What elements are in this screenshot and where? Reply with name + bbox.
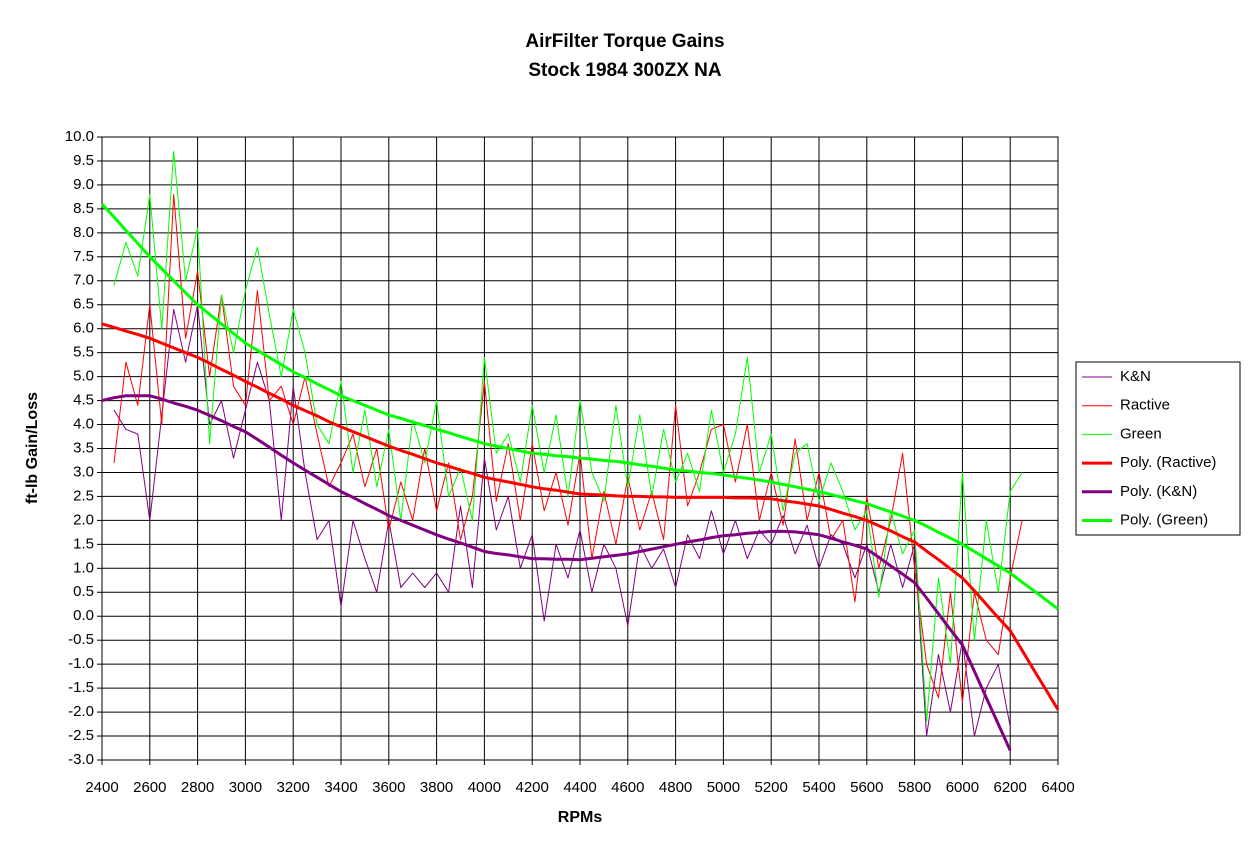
y-tick-label: 8.0 xyxy=(73,224,94,241)
x-tick-label: 5600 xyxy=(850,779,883,796)
y-tick-label: -1.0 xyxy=(68,655,94,672)
series-line xyxy=(101,322,1060,711)
x-tick-label: 2800 xyxy=(181,779,214,796)
x-tick-label: 4800 xyxy=(659,779,692,796)
y-tick-label: -0.5 xyxy=(68,631,94,648)
x-tick-label: 4200 xyxy=(516,779,549,796)
x-tick-label: 6000 xyxy=(946,779,979,796)
legend-label: Poly. (K&N) xyxy=(1120,483,1197,500)
series-line xyxy=(100,203,1059,611)
y-tick-label: 7.5 xyxy=(73,248,94,265)
x-axis-label: RPMs xyxy=(558,809,603,826)
y-tick-label: 1.5 xyxy=(73,535,94,552)
x-tick-label: 5000 xyxy=(707,779,740,796)
y-tick-label: 6.5 xyxy=(73,296,94,313)
x-tick-label: 6400 xyxy=(1041,779,1074,796)
y-tick-label: -2.0 xyxy=(68,703,94,720)
series-line xyxy=(113,194,1023,703)
x-tick-label: 6200 xyxy=(994,779,1027,796)
legend-label: Poly. (Green) xyxy=(1120,511,1208,528)
chart-title: AirFilter Torque Gains xyxy=(525,31,724,52)
y-tick-label: -3.0 xyxy=(68,751,94,768)
y-tick-label: -2.5 xyxy=(68,727,94,744)
x-tick-label: 3800 xyxy=(420,779,453,796)
series-line xyxy=(113,150,1023,723)
x-tick-label: 3600 xyxy=(372,779,405,796)
y-tick-label: 7.0 xyxy=(73,272,94,289)
y-tick-label: 2.0 xyxy=(73,511,94,528)
series-line xyxy=(113,304,1011,737)
y-tick-label: 3.0 xyxy=(73,463,94,480)
x-tick-label: 4400 xyxy=(563,779,596,796)
y-tick-label: 9.0 xyxy=(73,176,94,193)
x-tick-label: 2400 xyxy=(85,779,118,796)
y-tick-label: 4.0 xyxy=(73,416,94,433)
y-tick-label: 5.5 xyxy=(73,344,94,361)
x-tick-label: 4600 xyxy=(611,779,644,796)
y-tick-label: 5.0 xyxy=(73,368,94,385)
x-tick-label: 3400 xyxy=(324,779,357,796)
x-tick-label: 5200 xyxy=(755,779,788,796)
y-axis-label: ft-lb Gain/Loss xyxy=(24,392,41,504)
y-tick-label: 4.5 xyxy=(73,392,94,409)
legend-label: Ractive xyxy=(1120,397,1170,414)
y-tick-label: 6.0 xyxy=(73,320,94,337)
legend-label: Green xyxy=(1120,425,1162,442)
y-tick-label: 9.5 xyxy=(73,152,94,169)
x-tick-label: 3200 xyxy=(277,779,310,796)
x-tick-label: 4000 xyxy=(468,779,501,796)
legend-label: Poly. (Ractive) xyxy=(1120,454,1216,471)
x-tick-label: 3000 xyxy=(229,779,262,796)
y-tick-label: 2.5 xyxy=(73,487,94,504)
x-tick-label: 2600 xyxy=(133,779,166,796)
x-tick-label: 5800 xyxy=(898,779,931,796)
y-tick-label: 10.0 xyxy=(65,128,94,145)
y-tick-label: 0.5 xyxy=(73,583,94,600)
y-tick-label: 1.0 xyxy=(73,559,94,576)
y-tick-label: 8.5 xyxy=(73,200,94,217)
y-tick-label: 3.5 xyxy=(73,439,94,456)
series-line xyxy=(101,394,1012,752)
chart-subtitle: Stock 1984 300ZX NA xyxy=(528,60,722,81)
legend-box xyxy=(1075,361,1241,536)
x-tick-label: 5400 xyxy=(802,779,835,796)
y-tick-label: -1.5 xyxy=(68,679,94,696)
legend-label: K&N xyxy=(1120,368,1151,385)
y-tick-label: 0.0 xyxy=(73,607,94,624)
